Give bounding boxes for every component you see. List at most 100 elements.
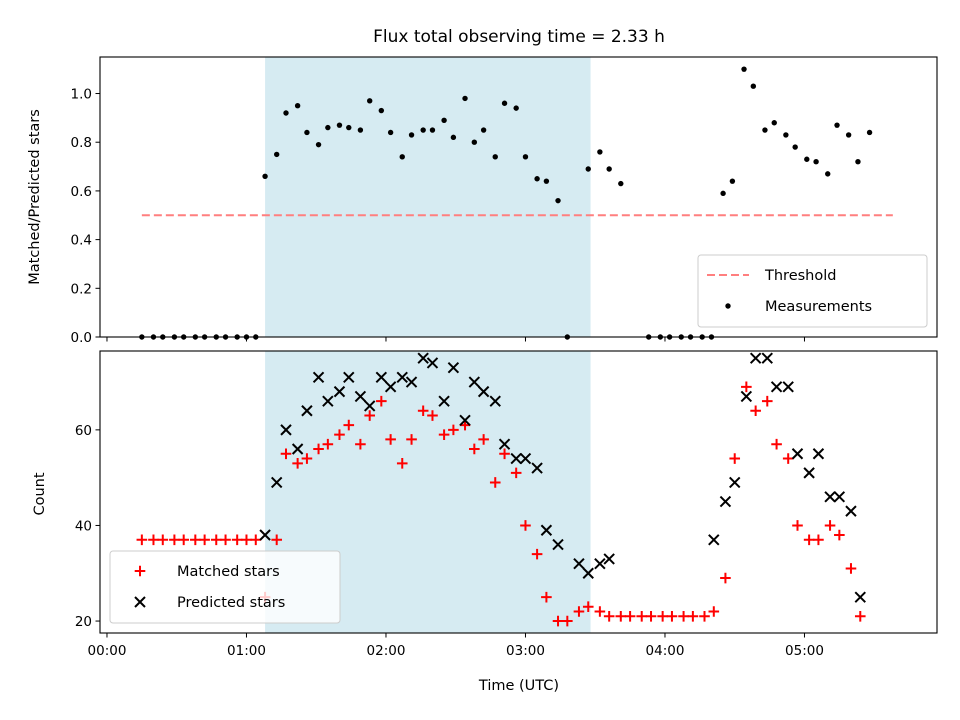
matched-star-marker [720,572,731,584]
matched-star-marker [210,534,222,546]
top-y-tick-label: 0.8 [71,135,92,151]
matched-star-marker [510,467,522,479]
measurement-point [367,98,373,104]
matched-star-marker [761,395,773,407]
predicted-star-marker [363,400,376,412]
measurement-point [429,127,436,133]
matched-star-marker [666,610,678,622]
measurement-point [346,124,352,131]
predicted-star-marker [791,448,804,460]
matched-star-marker [678,610,689,622]
matched-star-marker [657,610,668,622]
x-tick-label: 05:00 [785,643,824,659]
bottom-legend-box [109,550,341,624]
measurement-point [522,154,529,160]
matched-star-marker [782,453,794,464]
measurement-point [304,129,310,136]
top-legend: Threshold Measurements [697,254,928,328]
predicted-star-marker [854,591,866,603]
matched-star-marker [376,395,387,407]
x-tick-label: 04:00 [646,643,685,659]
matched-star-marker [427,410,438,421]
measurement-point [399,154,405,160]
measurement-point [618,180,624,187]
measurement-point [471,139,478,145]
measurement-point [462,95,468,102]
matched-star-marker [396,458,408,469]
matched-star-marker [178,534,189,546]
matched-star-marker [603,610,615,622]
matched-star-marker [624,610,636,622]
matched-star-marker [448,424,459,436]
predicted-star-marker [291,443,304,455]
predicted-star-marker [824,491,836,503]
legend-predicted-swatch [134,596,146,608]
matched-star-marker [280,448,292,460]
matched-star-marker [573,606,585,617]
matched-star-marker [729,453,741,464]
measurement-point [408,132,415,138]
matched-star-marker [313,443,324,455]
matched-star-marker [157,534,169,546]
predicted-star-marker [343,371,355,383]
matched-star-marker [292,458,303,469]
measurement-point [387,129,394,136]
matched-star-marker [334,429,345,440]
matched-star-marker [355,438,366,450]
measurement-point [762,127,768,133]
bottom-axes-frame [99,350,938,634]
matched-star-marker [824,520,836,531]
matched-star-marker [385,434,396,445]
measurement-point [866,129,873,136]
measurement-point [420,127,426,133]
matched-star-marker [699,610,710,622]
predicted-star-marker [729,476,741,489]
predicted-star-marker [782,381,794,393]
matched-star-marker [406,434,417,445]
matched-star-marker [499,448,510,460]
matched-star-marker [834,529,845,541]
measurement-point [771,120,777,126]
measurement-point [720,190,726,197]
measurement-point [336,122,343,128]
predicted-star-marker [417,352,429,364]
measurement-point [597,149,603,155]
legend-label: Measurements [765,299,872,315]
predicted-star-marker [477,385,490,398]
predicted-star-marker [573,557,585,570]
predicted-star-marker [270,476,283,489]
matched-star-marker [645,610,657,622]
matched-star-marker [854,610,866,622]
matched-star-marker [169,534,180,546]
measurement-point [804,156,810,162]
predicted-star-marker [396,371,408,383]
matched-star-marker [708,606,720,617]
predicted-star-marker [459,414,471,427]
predicted-star-marker [312,371,325,383]
predicted-star-marker [438,395,450,407]
chart-title: Flux total observing time = 2.33 h [373,27,665,47]
bottom-y-axis-label: Count [32,472,48,515]
predicted-star-marker [333,385,346,398]
top-y-tick-label: 0.6 [71,184,92,200]
bottom-y-tick-label: 60 [75,423,92,439]
matched-star-marker [364,410,375,421]
top-y-tick-label: 0.0 [71,330,92,346]
matched-star-marker [594,606,606,617]
measurement-point [834,122,840,128]
matched-star-marker [687,610,699,622]
matched-star-marker [813,534,824,546]
matched-star-marker [438,429,450,440]
measurement-point [750,83,757,89]
matched-star-marker [322,438,334,450]
predicted-star-marker [582,567,594,579]
predicted-star-marker [489,395,501,407]
measurement-point [585,166,591,172]
measurement-point [783,132,789,138]
measurement-point [357,127,364,133]
measurement-point [543,178,550,184]
matched-star-marker [520,520,531,531]
predicted-star-marker [812,448,825,460]
x-tick-label: 01:00 [227,643,266,659]
